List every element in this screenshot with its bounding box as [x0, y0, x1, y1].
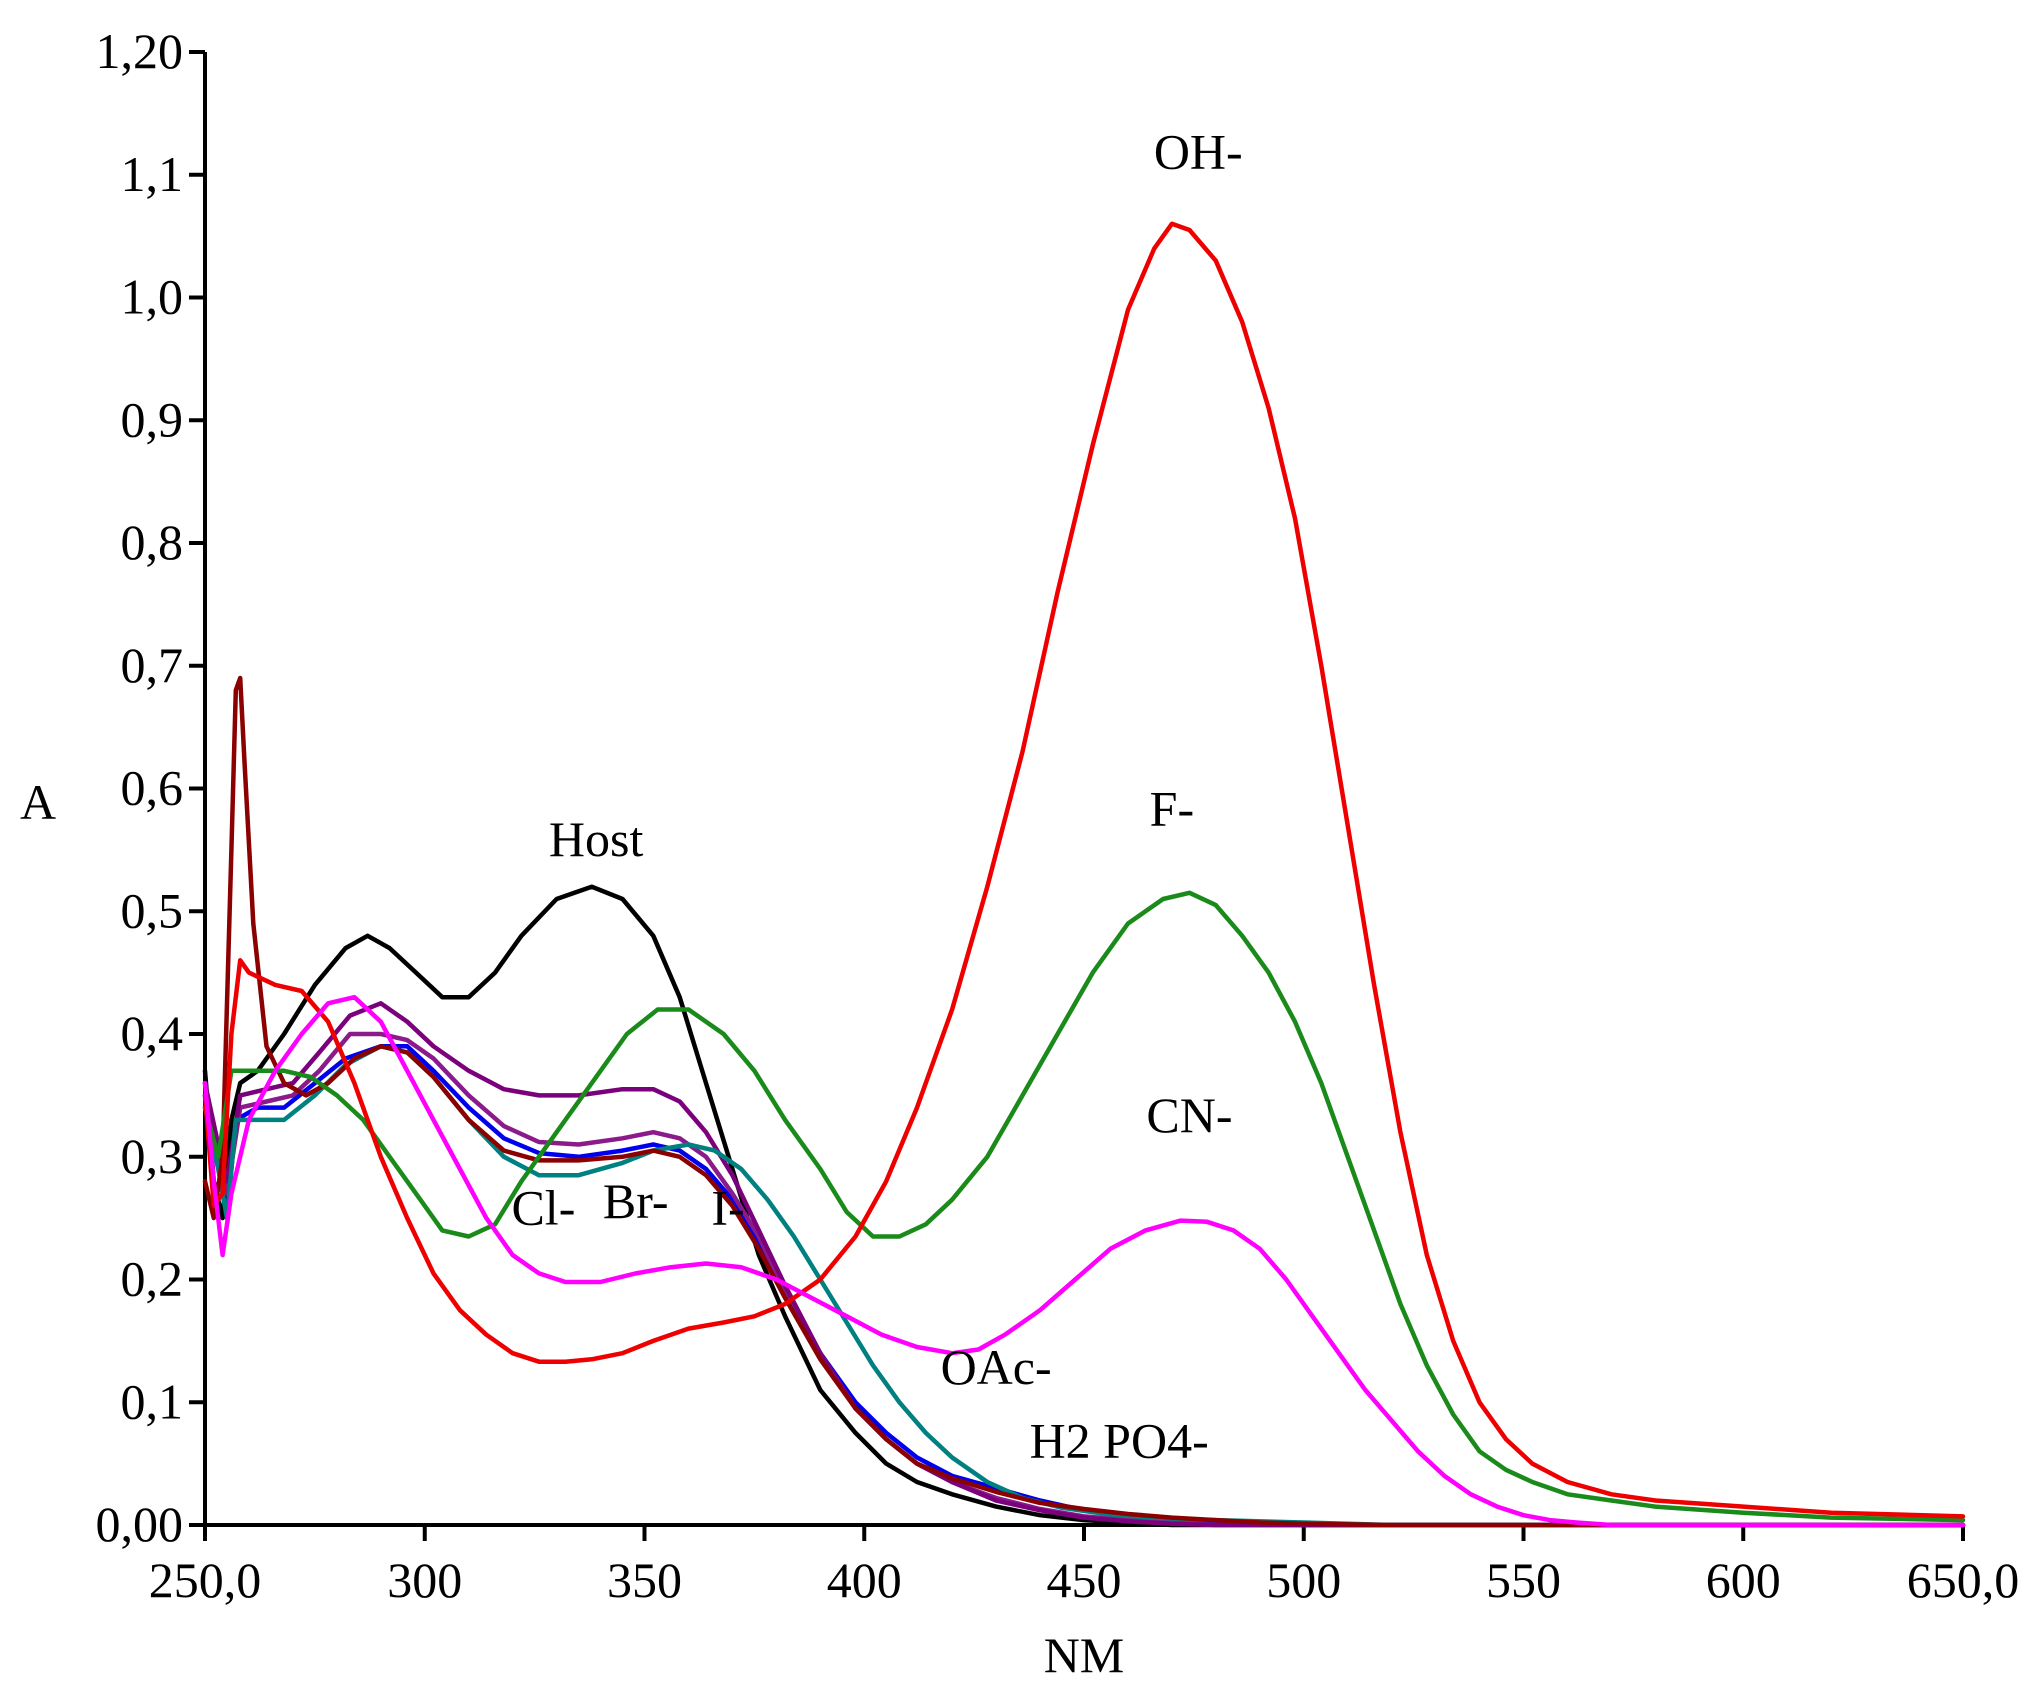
series-line-h2po4: [202, 675, 1966, 1528]
label-br: Br-: [603, 1173, 669, 1229]
x-tick-label: 450: [1047, 1552, 1122, 1608]
series-line-oh: [202, 221, 1966, 1519]
series-layer: [202, 221, 1966, 1528]
x-tick-label: 500: [1266, 1552, 1341, 1608]
x-tick-label: 400: [827, 1552, 902, 1608]
y-tick-label: 0,6: [121, 760, 184, 816]
series-line-i: [202, 1001, 1966, 1528]
label-cn: CN-: [1146, 1087, 1232, 1143]
y-tick-label: 0,2: [121, 1251, 184, 1307]
label-oac: OAc-: [941, 1339, 1052, 1395]
y-tick-label: 0,5: [121, 882, 184, 938]
y-tick-label: 0,4: [121, 1005, 184, 1061]
series-line-cn: [202, 994, 1966, 1528]
y-tick-label: 0,1: [121, 1373, 184, 1429]
label-i: I-: [711, 1179, 744, 1235]
y-tick-label: 0,00: [96, 1496, 184, 1552]
label-cl: Cl-: [511, 1179, 575, 1235]
label-h2po4: H2 PO4-: [1030, 1412, 1209, 1468]
x-tick-label: 300: [387, 1552, 462, 1608]
y-tick-label: 1,0: [121, 269, 184, 325]
label-oh: OH-: [1154, 124, 1243, 180]
y-tick-label: 0,3: [121, 1128, 184, 1184]
series-line-f: [202, 890, 1966, 1523]
y-tick-label: 0,7: [121, 637, 184, 693]
y-tick-label: 0,8: [121, 514, 184, 570]
x-tick-label: 250,0: [149, 1552, 262, 1608]
x-tick-label: 350: [607, 1552, 682, 1608]
x-tick-label: 600: [1706, 1552, 1781, 1608]
y-tick-label: 0,9: [121, 391, 184, 447]
x-tick-label: 650,0: [1907, 1552, 2020, 1608]
x-tick-label: 550: [1486, 1552, 1561, 1608]
y-tick-label: 1,20: [96, 23, 184, 79]
series-line-host: [202, 884, 1966, 1528]
x-axis-title: NM: [1044, 1627, 1125, 1683]
label-f: F-: [1150, 780, 1194, 836]
y-axis-title: A: [20, 774, 56, 830]
annotations: OH- F- CN- Host Cl- Br- I- OAc- H2 PO4-: [511, 124, 1242, 1469]
y-tick-label: 1,1: [121, 146, 184, 202]
label-host: Host: [549, 811, 644, 867]
axes: 0,00 0,1 0,2 0,3 0,4 0,5 0,6 0,7 0,8 0,9 1,0 1,1 1,2…: [96, 23, 2020, 1608]
